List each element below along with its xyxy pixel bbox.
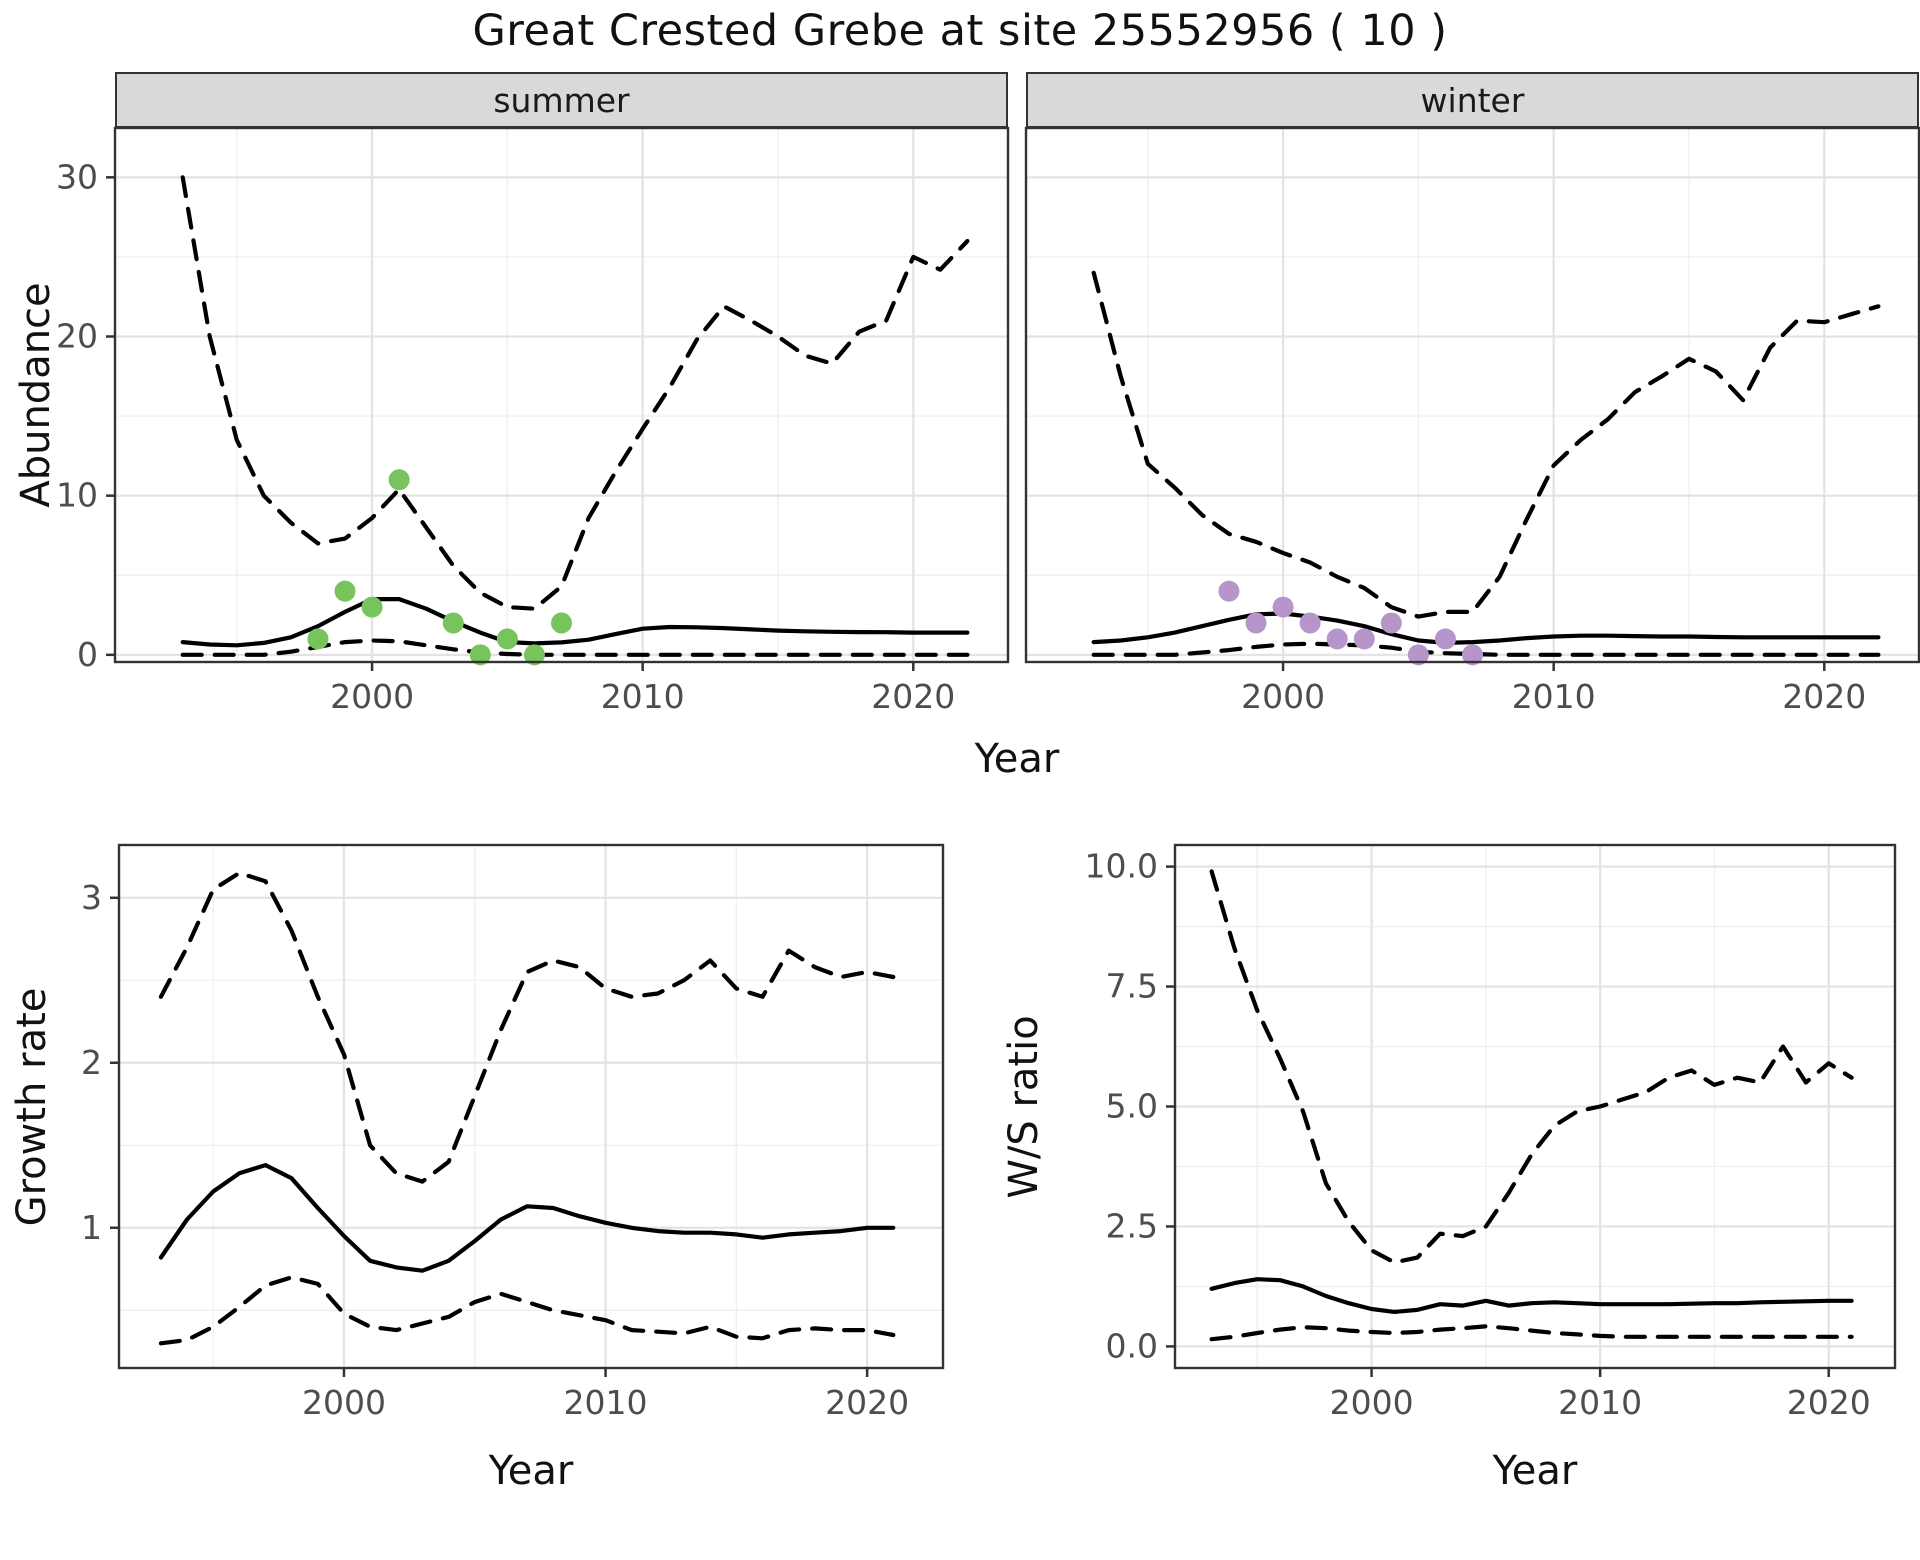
- y-tick-label: 0.0: [1106, 1326, 1158, 1365]
- abundance-winter-observation-point: [1245, 612, 1267, 634]
- ws-ratio-panel: 2000 2010 2020 0.0 2.5 5.0 7.5 10.0: [1085, 843, 1897, 1422]
- x-tick-label: 2010: [601, 677, 685, 716]
- y-tick-label: 1: [81, 1208, 102, 1247]
- x-tick-label: 2000: [1241, 677, 1325, 716]
- x-tick-label: 2020: [1782, 677, 1866, 716]
- y-tick-label: 30: [56, 157, 98, 196]
- growth-rate-lower-ci-line: [158, 1275, 896, 1346]
- y-tick-label: 20: [56, 317, 98, 356]
- abundance-winter-panel-border: [1024, 126, 1920, 664]
- abundance-summer-panel: 2000 2010 2020 0 10 20 30: [56, 126, 1010, 716]
- facet-strip-winter-label: winter: [1420, 80, 1525, 120]
- abundance-summer-estimate-line: [180, 597, 970, 648]
- abundance-winter-observation-point: [1353, 628, 1375, 650]
- abundance-summer-observation-point: [334, 580, 356, 602]
- abundance-summer-upper-ci-line: [180, 175, 970, 611]
- abundance-summer-observation-point: [442, 612, 464, 634]
- abundance-summer-panel-border: [113, 126, 1010, 664]
- year-axis-title-growth: Year: [488, 1448, 574, 1494]
- y-tick-label: 3: [81, 878, 102, 917]
- x-tick-label: 2020: [871, 677, 955, 716]
- abundance-winter-lower-ci-line: [1091, 641, 1881, 657]
- page-title: Great Crested Grebe at site 25552956 ( 1…: [472, 6, 1448, 56]
- year-axis-title-top: Year: [974, 736, 1060, 782]
- abundance-summer-observation-point: [361, 596, 383, 618]
- abundance-winter-observation-point: [1434, 628, 1456, 650]
- abundance-facet-chart: 2000 2010 2020 0 10 20 30 2000 2010 2020: [56, 126, 1920, 716]
- growth-rate-axis-title: Growth rate: [9, 987, 55, 1227]
- abundance-summer-observation-point: [307, 628, 329, 650]
- abundance-winter-panel: 2000 2010 2020: [1024, 126, 1920, 716]
- growth-rate-panel-border: [117, 843, 945, 1370]
- growth-rate-estimate-line: [158, 1163, 896, 1273]
- ws-ratio-axis-title: W/S ratio: [1001, 1015, 1047, 1199]
- ws-ratio-upper-ci-line: [1209, 869, 1854, 1265]
- x-tick-label: 2000: [302, 1383, 386, 1422]
- x-tick-label: 2020: [1787, 1383, 1871, 1422]
- y-tick-label: 2: [81, 1043, 102, 1082]
- growth-rate-panel: 2000 2010 2020 1 2 3: [81, 843, 945, 1422]
- x-tick-label: 2010: [1512, 677, 1596, 716]
- abundance-summer-observation-point: [523, 644, 545, 666]
- y-tick-label: 2.5: [1106, 1206, 1158, 1245]
- ws-ratio-lower-ci-line: [1209, 1324, 1854, 1342]
- abundance-winter-observation-point: [1326, 628, 1348, 650]
- abundance-winter-observation-point: [1407, 644, 1429, 666]
- growth-rate-panel-background: [119, 845, 943, 1368]
- growth-and-ws-charts: 2000 2010 2020 1 2 3 2000 2010 2020 0.0 2.5 5.0 7.5 1…: [81, 843, 1897, 1422]
- y-tick-label: 0: [77, 635, 98, 674]
- abundance-winter-observation-point: [1462, 644, 1483, 666]
- abundance-winter-panel-background: [1026, 128, 1919, 662]
- ws-ratio-estimate-line: [1209, 1277, 1854, 1314]
- abundance-axis-title: Abundance: [13, 282, 59, 508]
- x-tick-label: 2000: [330, 677, 414, 716]
- facet-strip-summer: summer: [115, 72, 1008, 128]
- growth-rate-upper-ci-line: [158, 870, 896, 1184]
- x-tick-label: 2010: [564, 1383, 648, 1422]
- abundance-summer-observation-point: [388, 469, 410, 491]
- y-tick-label: 7.5: [1106, 967, 1158, 1006]
- abundance-summer-observation-point: [469, 644, 491, 666]
- facet-strip-summer-label: summer: [493, 80, 630, 120]
- x-tick-label: 2020: [825, 1383, 909, 1422]
- year-axis-title-ws: Year: [1492, 1448, 1578, 1494]
- abundance-summer-panel-background: [115, 128, 1008, 662]
- abundance-winter-observation-point: [1380, 612, 1402, 634]
- y-tick-label: 10: [56, 476, 98, 515]
- abundance-winter-observation-point: [1218, 580, 1240, 602]
- abundance-winter-observation-point: [1272, 596, 1294, 618]
- abundance-winter-observation-point: [1299, 612, 1321, 634]
- abundance-summer-observation-point: [551, 612, 572, 634]
- y-tick-label: 10.0: [1085, 847, 1158, 886]
- abundance-winter-estimate-line: [1091, 611, 1881, 645]
- abundance-winter-upper-ci-line: [1091, 270, 1881, 619]
- x-tick-label: 2000: [1330, 1383, 1414, 1422]
- x-tick-label: 2010: [1558, 1383, 1642, 1422]
- abundance-summer-observation-point: [496, 628, 518, 650]
- y-tick-label: 5.0: [1106, 1087, 1158, 1126]
